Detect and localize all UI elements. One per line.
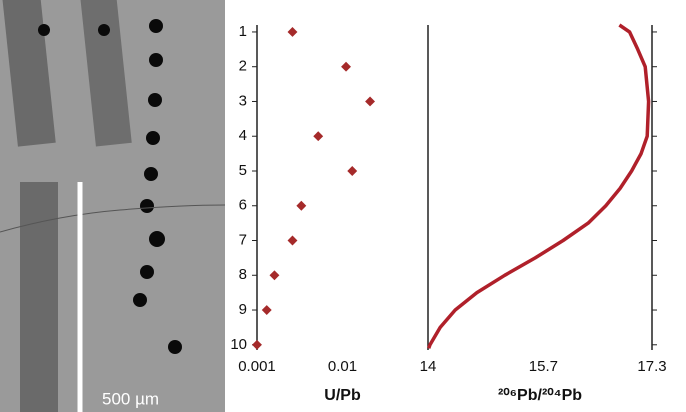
ablation-track [79, 0, 132, 147]
point [269, 270, 280, 281]
y-tick-label: 1 [239, 23, 247, 40]
point [296, 200, 307, 211]
y-tick-label: 5 [239, 162, 247, 179]
x-axis-label: ²⁰⁶Pb/²⁰⁴Pb [498, 387, 582, 404]
x-tick-label: 14 [420, 358, 437, 375]
point [341, 61, 351, 72]
x-tick-label: 0.001 [238, 358, 276, 375]
curve [427, 23, 651, 349]
point [365, 96, 375, 107]
point [261, 305, 272, 315]
y-tick-label: 10 [230, 336, 247, 353]
scale-label: 500 µm [102, 389, 159, 408]
y-tick-label: 6 [239, 197, 247, 214]
y-tick-label: 9 [239, 301, 247, 318]
crack [0, 204, 226, 233]
x-tick-label: 17.3 [637, 358, 666, 375]
y-tick-label: 2 [239, 58, 247, 75]
x-tick-label: 15.7 [529, 358, 558, 375]
ablation-track [20, 182, 58, 412]
point [313, 131, 324, 142]
point [287, 235, 298, 246]
point [347, 166, 358, 176]
micrograph: 500 µm [0, 0, 226, 412]
spots [38, 19, 182, 354]
y-tick-label: 3 [239, 92, 247, 109]
point [252, 339, 262, 350]
point [287, 27, 298, 37]
y-tick-label: 8 [239, 266, 247, 283]
y-tick-label: 7 [239, 231, 247, 248]
x-axis-label: U/Pb [324, 387, 361, 404]
x-tick-label: 0.01 [328, 358, 357, 375]
y-tick-label: 4 [239, 127, 247, 144]
